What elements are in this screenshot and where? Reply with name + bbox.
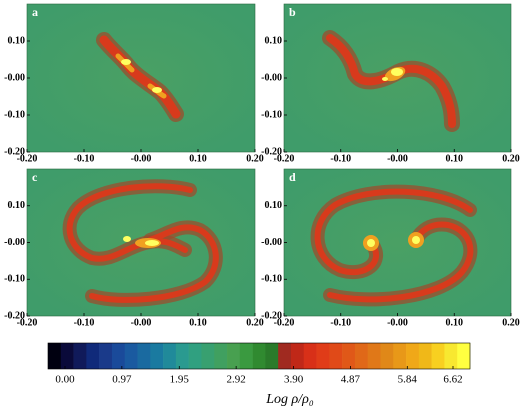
x-tick-label: 0.10 — [189, 153, 207, 164]
x-tick-label: -0.10 — [74, 153, 95, 164]
colorbar-segment — [252, 343, 266, 369]
y-tick-label: -0.10 — [4, 274, 25, 285]
y-tick-label: 0.10 — [265, 200, 283, 211]
y-tick-label: 0.10 — [265, 35, 283, 46]
x-tick-label: 0.20 — [246, 317, 264, 328]
y-tick-label: -0.00 — [4, 237, 25, 248]
x-tick-label: -0.00 — [131, 153, 152, 164]
colorbar-segment — [124, 343, 138, 369]
colorbar-segment — [60, 343, 74, 369]
x-tick-label: 0.20 — [246, 153, 264, 164]
x-tick-label: -0.10 — [330, 317, 351, 328]
y-tick-label: -0.20 — [261, 310, 282, 321]
colorbar-segment — [99, 343, 113, 369]
colorbar-frame — [47, 342, 471, 370]
y-tick-label: -0.20 — [261, 146, 282, 157]
colorbar-tick-label: 1.95 — [170, 374, 190, 386]
colorbar-segment — [227, 343, 241, 369]
y-tick-label: -0.20 — [4, 146, 25, 157]
colorbar-segment — [239, 343, 253, 369]
y-tick-label: -0.00 — [4, 72, 25, 83]
colorbar-segment — [431, 343, 445, 369]
colorbar-segment — [406, 343, 420, 369]
colorbar-segment — [342, 343, 356, 369]
colorbar-label: Log ρ/ρ₀ — [265, 392, 314, 407]
colorbar-segment — [137, 343, 151, 369]
colorbar-segment — [457, 343, 471, 369]
colorbar-segment — [150, 343, 164, 369]
panel-label: a — [32, 5, 38, 19]
x-tick-label: -0.10 — [74, 317, 95, 328]
panel-a-structure — [96, 32, 184, 122]
colorbar-segment — [418, 343, 432, 369]
x-tick-label: -0.20 — [274, 317, 295, 328]
y-tick-label: -0.20 — [4, 310, 25, 321]
overlay: a -0.20 -0.10 -0.00 0.10 0.20 0.10 -0.00 -0.10 -0… — [4, 3, 520, 407]
x-tick-label: 0.10 — [446, 153, 464, 164]
colorbar-segment — [444, 343, 458, 369]
x-tick-label: 0.20 — [502, 317, 520, 328]
panel-c-structure — [62, 179, 223, 307]
x-tick-label: -0.00 — [131, 317, 152, 328]
y-tick-label: -0.10 — [261, 109, 282, 120]
colorbar-tick-label: 5.84 — [398, 374, 418, 386]
colorbar-segment — [316, 343, 330, 369]
panel-d-structure — [310, 184, 478, 307]
colorbar-segment — [48, 343, 62, 369]
colorbar-segment — [188, 343, 202, 369]
panel-label: b — [289, 5, 296, 19]
x-tick-label: -0.20 — [17, 153, 38, 164]
x-tick-label: 0.10 — [189, 317, 207, 328]
y-tick-label: -0.10 — [4, 109, 25, 120]
colorbar-tick-label: 3.90 — [284, 374, 304, 386]
colorbar-segment — [265, 343, 279, 369]
y-tick-label: 0.10 — [8, 35, 26, 46]
colorbar-segment — [111, 343, 126, 369]
colorbar-segment — [354, 343, 368, 369]
x-tick-label: -0.20 — [17, 317, 38, 328]
x-tick-label: -0.00 — [387, 153, 408, 164]
colorbar-segment — [73, 343, 87, 369]
colorbar-segment — [175, 343, 189, 369]
x-tick-label: 0.20 — [502, 153, 520, 164]
colorbar-segment — [303, 343, 317, 369]
x-tick-label: -0.20 — [274, 153, 295, 164]
y-tick-label: -0.00 — [261, 72, 282, 83]
colorbar-segment — [214, 343, 228, 369]
y-tick-label: -0.10 — [261, 274, 282, 285]
x-tick-label: 0.10 — [446, 317, 464, 328]
colorbar-segment — [278, 343, 292, 369]
panel-label: c — [32, 170, 38, 184]
colorbar-segment — [86, 343, 100, 369]
panel-b-structure — [322, 30, 460, 132]
colorbar-tick-label: 0.00 — [55, 374, 75, 386]
panels — [27, 4, 511, 316]
x-tick-label: -0.00 — [387, 317, 408, 328]
colorbar-segment — [201, 343, 215, 369]
colorbar-segment — [393, 343, 407, 369]
colorbar-tick-label: 0.97 — [112, 374, 132, 386]
colorbar-tick-label: 2.92 — [227, 374, 246, 386]
colorbar-tick-label: 4.87 — [341, 374, 361, 386]
y-tick-label: 0.10 — [8, 200, 26, 211]
colorbar-segment — [290, 343, 305, 369]
colorbar-segment — [367, 343, 381, 369]
colorbar-segment — [163, 343, 177, 369]
colorbar-tick-label: 6.62 — [443, 374, 462, 386]
x-tick-label: -0.10 — [330, 153, 351, 164]
panel-label: d — [289, 170, 296, 184]
y-tick-label: -0.00 — [261, 237, 282, 248]
colorbar-segment — [380, 343, 394, 369]
colorbar-segment — [329, 343, 343, 369]
